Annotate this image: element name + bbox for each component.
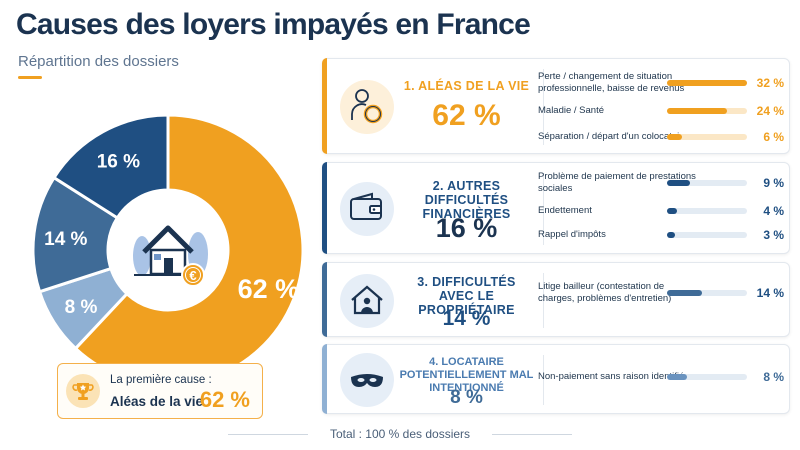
sub-cause-label: Endettement <box>538 205 592 216</box>
card-title: 1. Aléas de la vie <box>403 79 530 93</box>
top-cause-callout: La première cause : Aléas de la vie 62 % <box>57 363 263 419</box>
card-divider <box>543 273 544 328</box>
sub-cause-bar-track <box>667 80 747 86</box>
sub-cause-bar-track <box>667 290 747 296</box>
sub-cause-bar-fill <box>667 290 702 296</box>
card-percent: 8 % <box>450 387 483 408</box>
sub-cause-bar-track <box>667 134 747 140</box>
sub-cause-bar-fill <box>667 134 682 140</box>
sub-cause-bar-track <box>667 108 747 114</box>
card-accent-bar <box>322 262 327 337</box>
subtitle-underline <box>18 76 42 79</box>
sub-cause-value: 24 % <box>756 104 784 118</box>
sub-cause-value: 6 % <box>763 130 784 144</box>
wallet-icon <box>340 182 394 236</box>
sub-cause-bar-fill <box>667 180 690 186</box>
card-title: 2. Autres difficultés financières <box>422 179 511 221</box>
sub-cause-bar-fill <box>667 208 677 214</box>
sub-cause-bar-fill <box>667 232 675 238</box>
page-title: Causes des loyers impayés en France <box>16 8 531 41</box>
sub-cause-bar-track <box>667 180 747 186</box>
cause-card: 2. Autres difficultés financières 16 % Pro… <box>322 162 790 254</box>
card-divider <box>543 355 544 405</box>
callout-percent: 62 % <box>199 387 250 412</box>
cause-card: 1. Aléas de la vie 62 % Perte / changement… <box>322 58 790 154</box>
person-lifebuoy-icon <box>340 80 394 134</box>
sub-cause-label: Litige bailleur (contestation de charges… <box>538 281 672 304</box>
card-accent-bar <box>322 344 327 414</box>
sub-cause-label: Problème de paiement de prestations soci… <box>538 171 696 194</box>
cause-card: 3. Difficultés avec le propriétaire 14 % L… <box>322 262 790 337</box>
sub-cause-label: Rappel d'impôts <box>538 229 606 240</box>
footer-divider-left <box>228 434 308 435</box>
card-title: 4. Locataire potentiellement mal intenti… <box>399 356 534 394</box>
sub-cause-bar-track <box>667 208 747 214</box>
house-person-icon <box>340 274 394 328</box>
donut-chart: 62 % 8 % 14 % 16 % € <box>31 113 305 387</box>
sub-cause-value: 9 % <box>763 176 784 190</box>
donut-slice-label: 62 % <box>238 274 300 304</box>
sub-cause-label: Perte / changement de situation professi… <box>538 71 685 94</box>
donut-slice-label: 8 % <box>65 297 98 318</box>
page-subtitle: Répartition des dossiers <box>18 53 179 70</box>
sub-cause-value: 4 % <box>763 204 784 218</box>
donut-slice-label: 16 % <box>97 152 140 173</box>
card-accent-bar <box>322 162 327 254</box>
card-accent-bar <box>322 58 327 154</box>
donut-slice <box>51 113 170 220</box>
sub-cause-value: 14 % <box>756 286 784 300</box>
card-divider <box>543 173 544 245</box>
card-percent: 16 % <box>435 213 498 243</box>
house-euro-icon: € <box>133 225 208 287</box>
card-percent: 14 % <box>442 307 491 330</box>
card-title: 3. Difficultés avec le propriétaire <box>417 275 516 317</box>
svg-text:€: € <box>189 268 196 283</box>
sub-cause-value: 3 % <box>763 228 784 242</box>
card-divider <box>543 69 544 145</box>
footer-total: Total : 100 % des dossiers <box>329 427 471 441</box>
trophy-icon <box>66 374 100 408</box>
sub-cause-label: Maladie / Santé <box>538 105 605 116</box>
mask-icon <box>340 353 394 407</box>
sub-cause-bar-fill <box>667 374 687 380</box>
footer-divider-right <box>492 434 572 435</box>
cause-card: 4. Locataire potentiellement mal intenti… <box>322 344 790 414</box>
callout-cause: Aléas de la vie <box>110 394 204 409</box>
sub-cause-bar-fill <box>667 108 727 114</box>
card-percent: 62 % <box>432 99 501 132</box>
callout-label: La première cause : <box>110 374 212 386</box>
sub-cause-bar-fill <box>667 80 747 86</box>
sub-cause-label: Non-paiement sans raison identifiée <box>538 371 690 382</box>
sub-cause-value: 8 % <box>763 370 784 384</box>
sub-cause-bar-track <box>667 374 747 380</box>
sub-cause-value: 32 % <box>756 76 784 90</box>
sub-cause-bar-track <box>667 232 747 238</box>
sub-cause-label: Séparation / départ d'un colocataire <box>538 131 688 142</box>
donut-slice-label: 14 % <box>44 229 87 250</box>
